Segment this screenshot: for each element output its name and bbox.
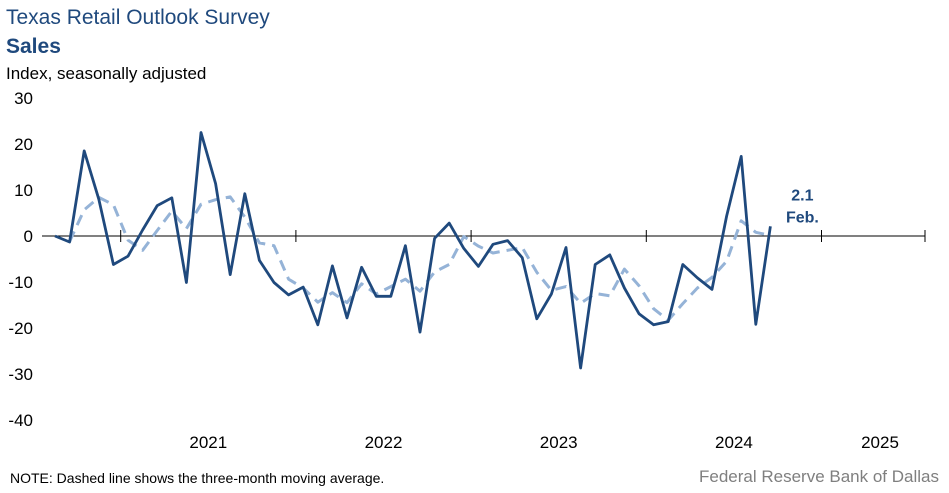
y-tick-label: -40 [8, 411, 33, 430]
last-month-annotation: Feb. [786, 209, 819, 226]
y-tick-label: 20 [14, 135, 33, 154]
y-tick-label: -30 [8, 365, 33, 384]
chart-subtitle: Sales [6, 35, 61, 58]
index-line [54, 131, 772, 370]
y-tick-label: 30 [14, 89, 33, 108]
chart-title: Texas Retail Outlook Survey [6, 6, 270, 29]
source-credit: Federal Reserve Bank of Dallas [698, 467, 939, 486]
footnote: NOTE: Dashed line shows the three-month … [10, 470, 385, 486]
y-tick-label: -20 [8, 319, 33, 338]
x-tick-label: 2023 [540, 433, 578, 452]
y-tick-label: -10 [8, 273, 33, 292]
x-tick-label: 2022 [365, 433, 403, 452]
last-value-annotation: 2.1 [791, 187, 813, 204]
y-tick-label: 0 [24, 227, 33, 246]
x-axis-ticks: 2021 2022 2023 2024 2025 [120, 230, 926, 452]
x-tick-label: 2024 [715, 433, 753, 452]
x-tick-label: 2021 [189, 433, 227, 452]
moving-average-line [68, 195, 771, 322]
y-axis-label: Index, seasonally adjusted [6, 64, 207, 83]
y-axis-ticks: 30 20 10 0 -10 -20 -30 -40 [8, 89, 33, 430]
x-tick-label: 2025 [861, 433, 899, 452]
y-tick-label: 10 [14, 181, 33, 200]
